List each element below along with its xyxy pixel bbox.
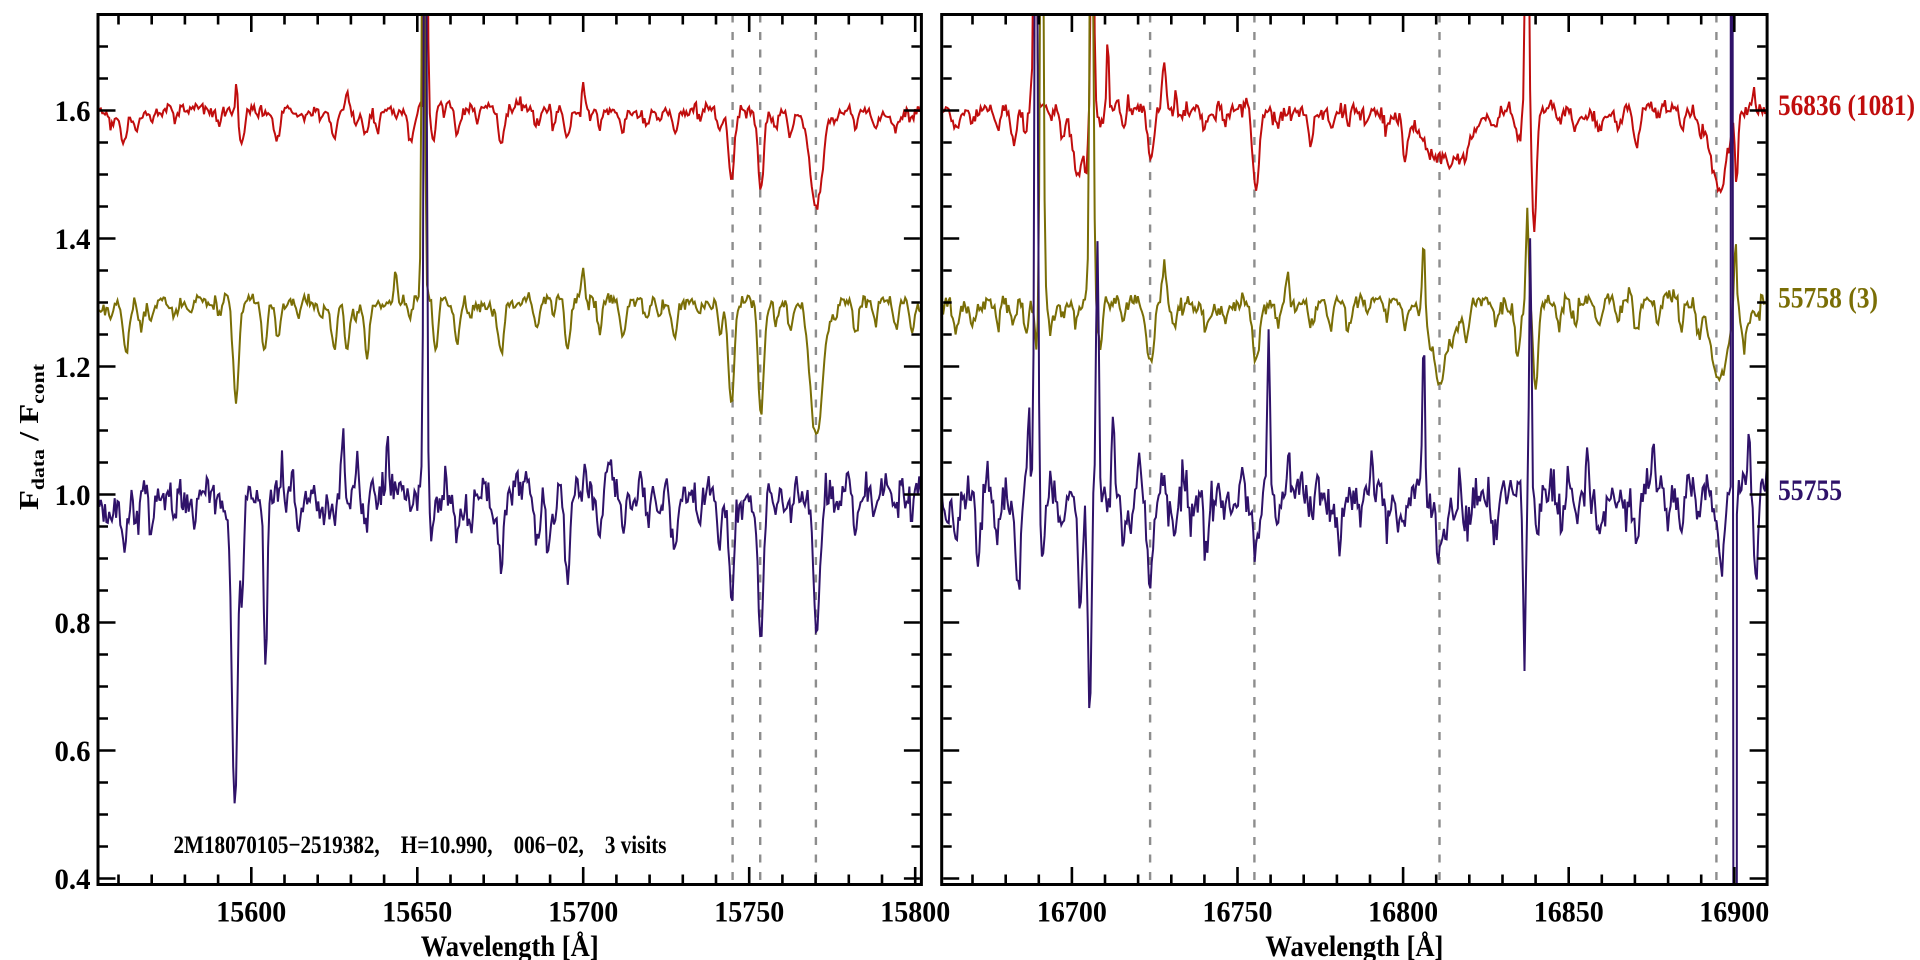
svg-text:16700: 16700 [1037, 896, 1107, 929]
svg-text:16850: 16850 [1534, 896, 1604, 929]
svg-text:1.0: 1.0 [55, 479, 91, 512]
svg-text:55758 (3): 55758 (3) [1778, 282, 1878, 315]
svg-text:1.2: 1.2 [55, 351, 91, 384]
svg-text:Wavelength [Å]: Wavelength [Å] [1265, 930, 1443, 960]
svg-text:0.6: 0.6 [55, 735, 91, 768]
svg-text:16800: 16800 [1368, 896, 1438, 929]
svg-text:15600: 15600 [216, 896, 286, 929]
svg-text:Wavelength [Å]: Wavelength [Å] [421, 930, 599, 960]
svg-text:15750: 15750 [714, 896, 784, 929]
svg-text:55755: 55755 [1778, 474, 1842, 507]
svg-text:15800: 15800 [880, 896, 950, 929]
svg-text:16900: 16900 [1699, 896, 1769, 929]
svg-text:15650: 15650 [382, 896, 452, 929]
svg-text:0.4: 0.4 [55, 863, 91, 896]
svg-text:1.6: 1.6 [55, 95, 91, 128]
svg-text:0.8: 0.8 [55, 607, 91, 640]
svg-text:15700: 15700 [548, 896, 618, 929]
svg-text:56836 (1081): 56836 (1081) [1778, 89, 1915, 122]
svg-text:1.4: 1.4 [55, 223, 91, 256]
svg-text:Fdata / Fcont: Fdata / Fcont [14, 364, 48, 510]
svg-text:2M18070105−2519382, H=10.99: 2M18070105−2519382, H=10.990, 006−02, 3 … [174, 832, 667, 859]
svg-text:16750: 16750 [1203, 896, 1273, 929]
